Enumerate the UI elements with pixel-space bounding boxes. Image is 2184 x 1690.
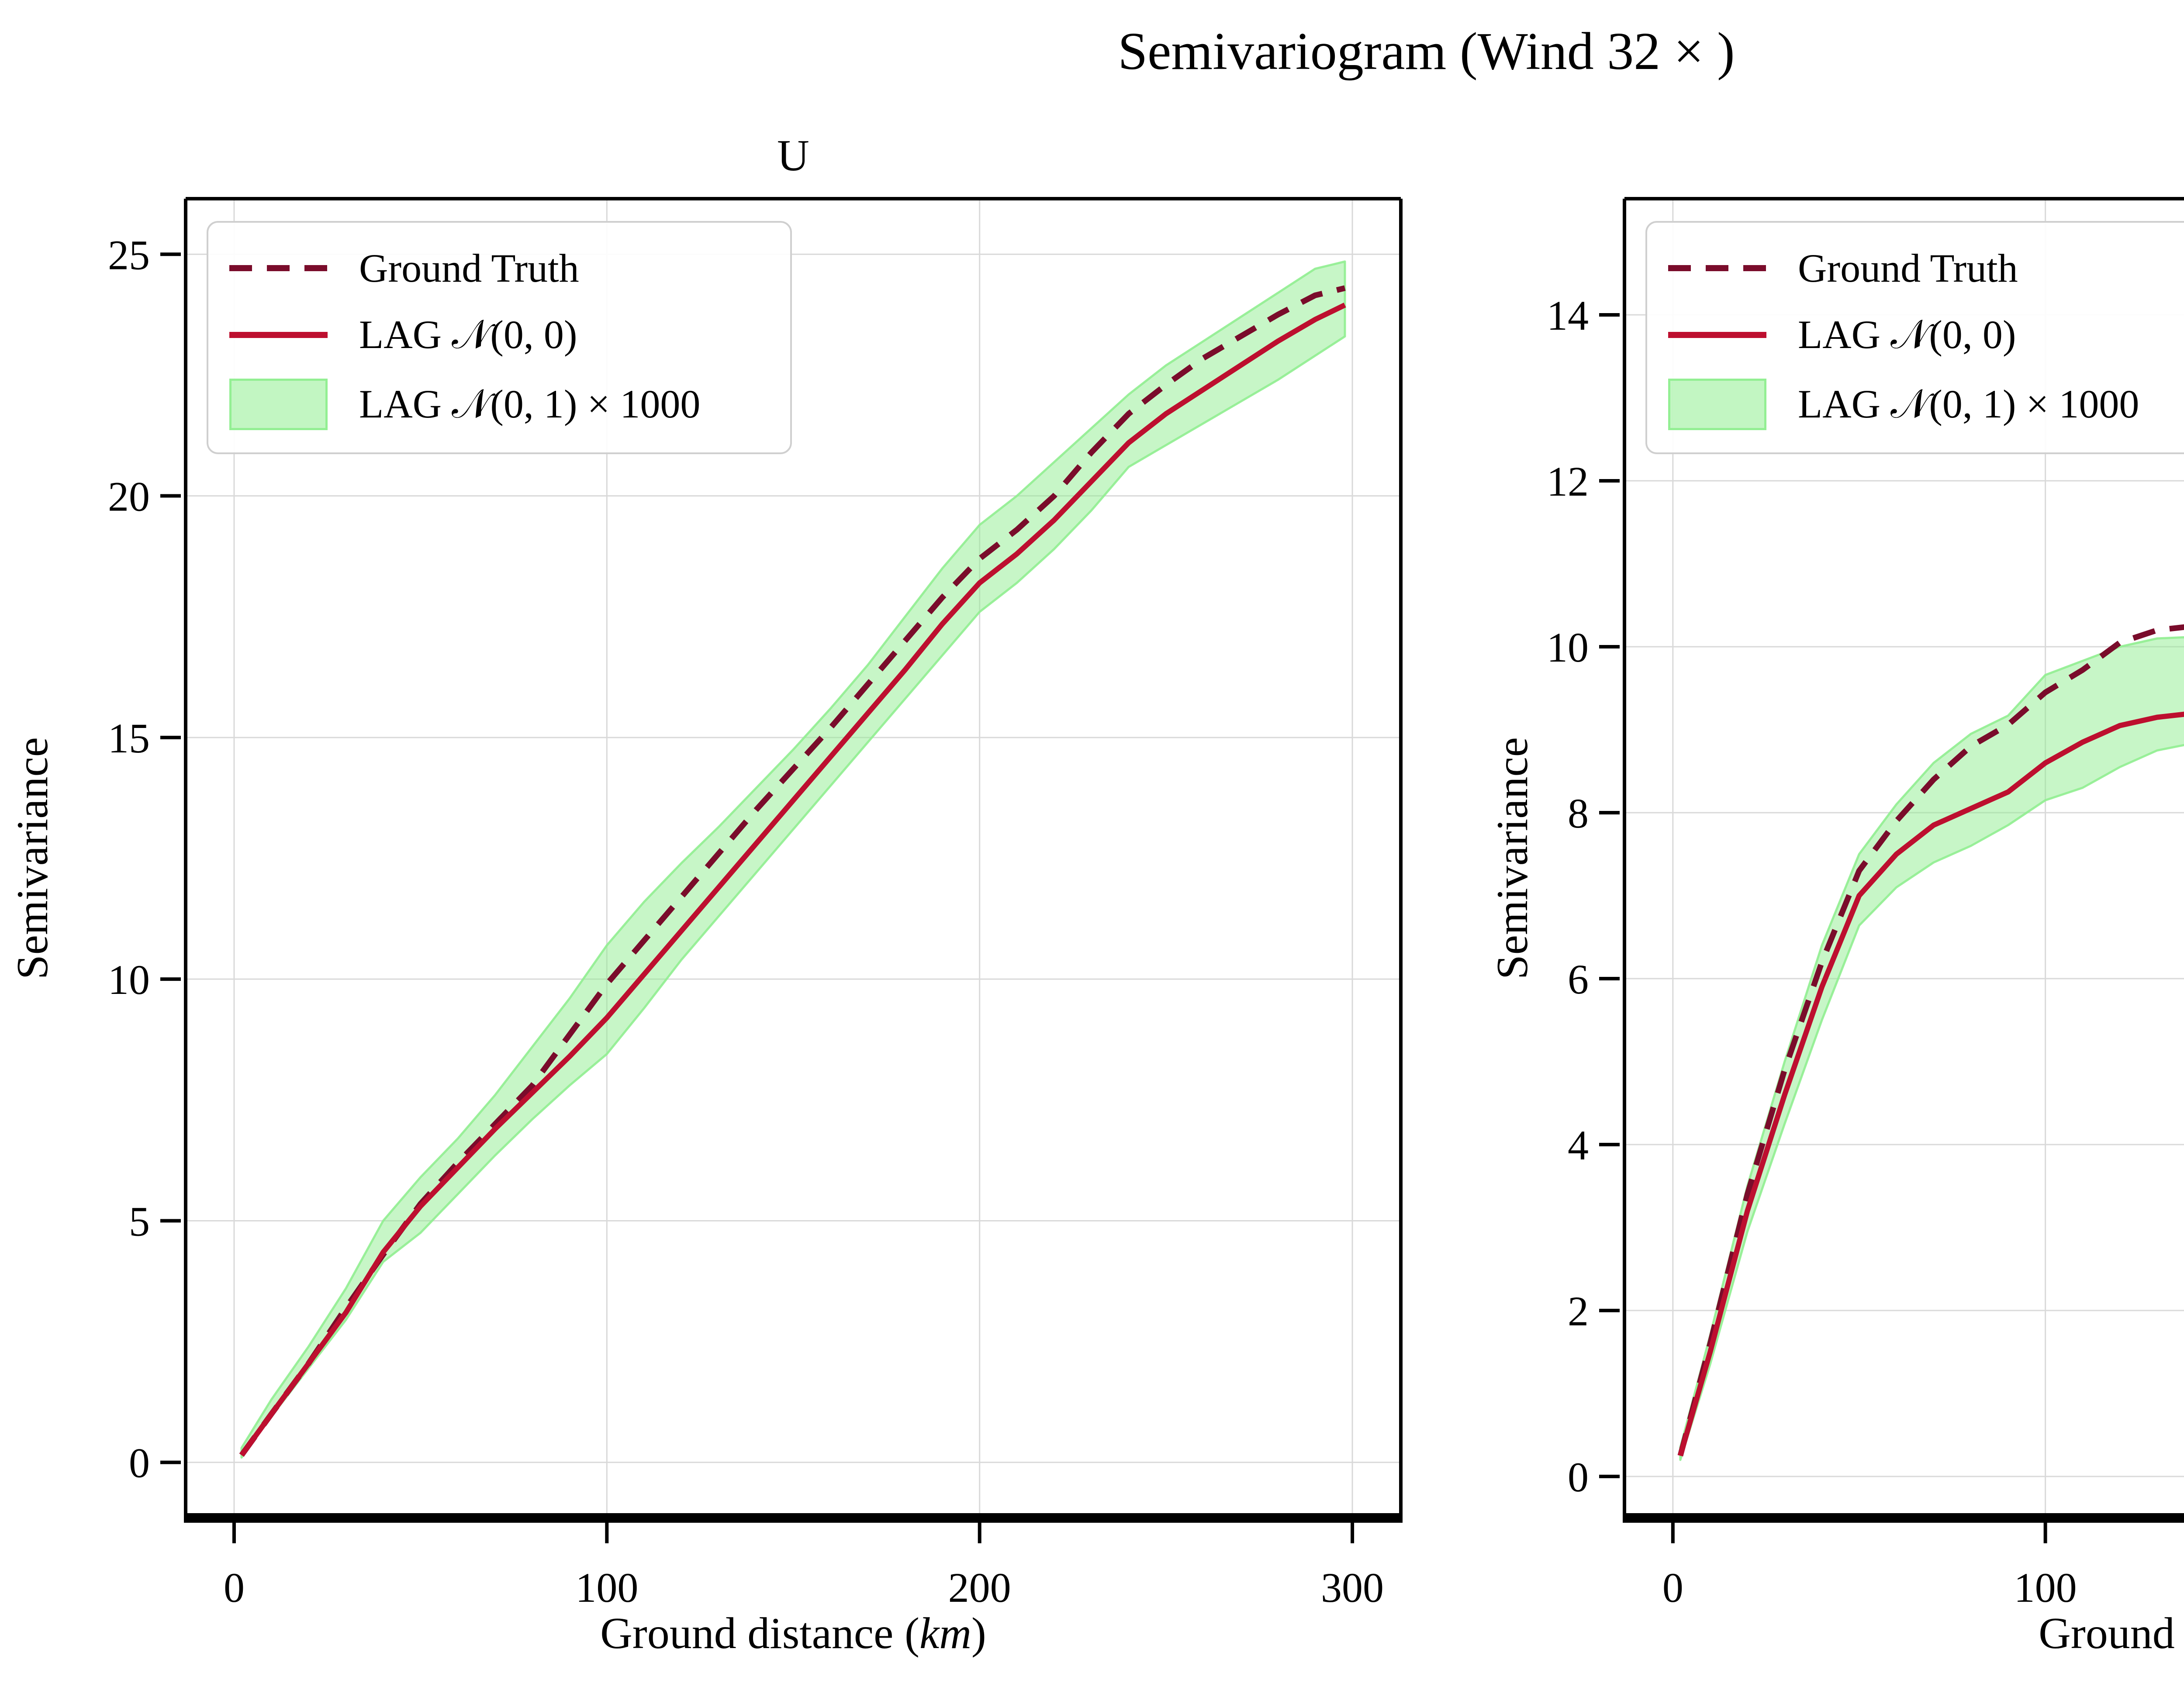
legend-label: LAG 𝒩(0, 0) — [359, 312, 577, 357]
legend-label: Ground Truth — [1798, 246, 2018, 290]
legend-label: LAG 𝒩(0, 0) — [1798, 312, 2016, 357]
x-tick-label: 300 — [1321, 1564, 1384, 1611]
plot-area-v: 010020030002468101214 — [1547, 197, 2184, 1611]
solid-line-swatch — [1668, 332, 1766, 338]
ground-truth-line — [239, 285, 1346, 1457]
band-swatch — [229, 379, 328, 430]
y-tick-label: 10 — [1547, 624, 1589, 671]
solid-line-swatch — [229, 332, 328, 338]
panel-title-u: U — [777, 131, 809, 180]
y-tick-label: 4 — [1568, 1122, 1589, 1169]
x-axis-label-v: Ground distance (km) — [2039, 1609, 2175, 1658]
figure-title: Semivariogram (Wind 32 × ) — [1118, 22, 1735, 81]
y-axis-label-u: Semivariance — [8, 737, 58, 980]
lag-line — [1678, 711, 2184, 1457]
plot-area-u: 0 100 200 300 0 5 10 15 20 25 — [108, 197, 1403, 1611]
ground-truth-line — [1677, 624, 2184, 1457]
legend-v: Ground Truth LAG 𝒩(0, 0) LAG 𝒩(0, 1) × 1… — [1645, 221, 2184, 454]
legend-item-lag-n00: LAG 𝒩(0, 0) — [208, 311, 790, 359]
legend-item-lag-n01: LAG 𝒩(0, 1) × 1000 — [208, 379, 790, 430]
legend-u: Ground Truth LAG 𝒩(0, 0) LAG 𝒩(0, 1) × 1… — [207, 221, 792, 454]
y-tick-label: 8 — [1568, 790, 1589, 837]
x-axis-label-u: Ground distance (km) — [600, 1609, 986, 1658]
band-swatch — [1668, 379, 1766, 430]
y-tick-label: 0 — [1568, 1454, 1589, 1500]
confidence-band — [240, 260, 1346, 1459]
legend-label: LAG 𝒩(0, 1) × 1000 — [359, 382, 701, 426]
confidence-band — [1679, 636, 2184, 1461]
x-tick-label: 100 — [2014, 1564, 2077, 1611]
y-tick-label: 5 — [129, 1198, 150, 1245]
y-tick-label: 10 — [108, 956, 150, 1003]
legend-item-ground-truth: Ground Truth — [1647, 245, 2184, 291]
dashed-line-swatch — [1668, 265, 1766, 271]
y-tick-label: 6 — [1568, 956, 1589, 1003]
legend-item-ground-truth: Ground Truth — [208, 245, 790, 291]
dashed-line-swatch — [229, 265, 328, 271]
legend-item-lag-n01: LAG 𝒩(0, 1) × 1000 — [1647, 379, 2184, 430]
legend-item-lag-n00: LAG 𝒩(0, 0) — [1647, 311, 2184, 359]
y-tick-label: 2 — [1568, 1288, 1589, 1335]
lag-line — [239, 303, 1346, 1457]
legend-label: Ground Truth — [359, 246, 579, 290]
x-tick-label: 200 — [948, 1564, 1011, 1611]
y-tick-label: 20 — [108, 473, 150, 520]
legend-label: LAG 𝒩(0, 1) × 1000 — [1798, 382, 2139, 426]
x-tick-label: 0 — [1662, 1564, 1683, 1611]
y-axis-label-v: Semivariance — [1488, 737, 1538, 980]
x-tick-label: 100 — [575, 1564, 638, 1611]
y-tick-label: 0 — [129, 1440, 150, 1487]
y-tick-label: 12 — [1547, 458, 1589, 505]
y-tick-label: 14 — [1547, 292, 1589, 339]
y-tick-label: 15 — [108, 715, 150, 762]
x-tick-label: 0 — [224, 1564, 245, 1611]
panel-title-v: V — [1624, 130, 2184, 181]
y-tick-label: 25 — [108, 231, 150, 278]
